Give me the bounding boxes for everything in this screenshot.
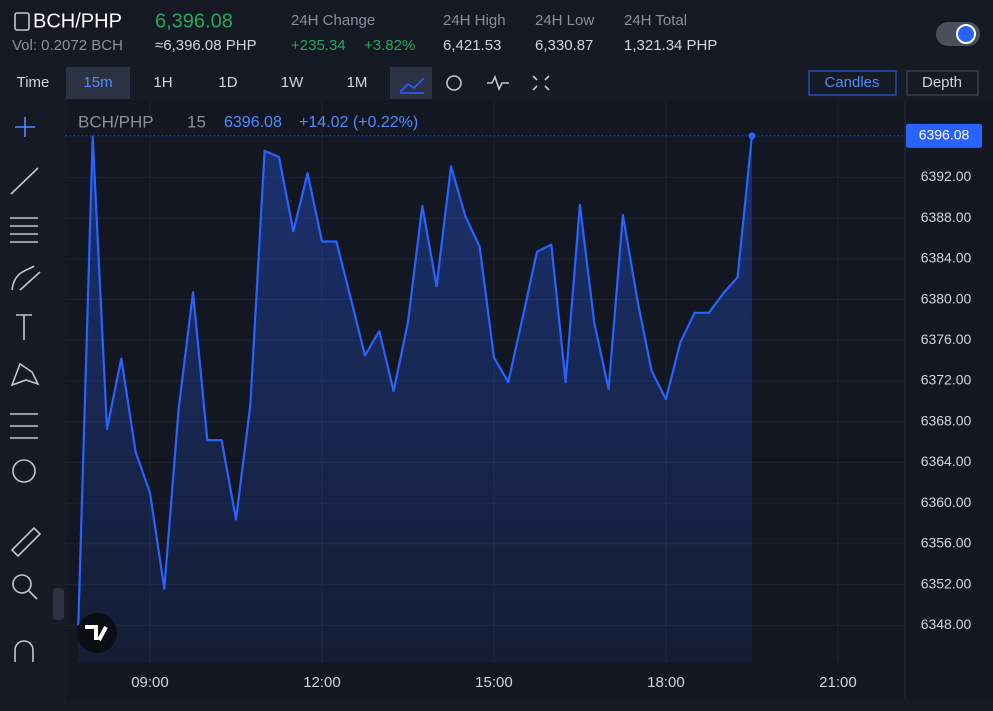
toggle-knob: [956, 24, 976, 44]
y-tick-label: 6384.00: [921, 250, 972, 266]
icon[interactable]: [446, 75, 462, 91]
x-tick-label: 15:00: [475, 674, 513, 691]
interval: 15m: [83, 74, 112, 91]
stat-label: 24H Change: [291, 12, 375, 29]
y-tick-label: 6348.00: [921, 616, 972, 632]
y-tick-label: 6356.00: [921, 535, 972, 551]
header-bar: [0, 0, 993, 64]
y-tick-label: 6352.00: [921, 575, 972, 591]
icon: [14, 12, 30, 31]
interval: 1H: [153, 74, 172, 91]
x-tick-label: 09:00: [131, 674, 169, 691]
stat-value: 6,421.53: [443, 37, 501, 54]
y-tick-label: 6392.00: [921, 168, 972, 184]
x-tick-label: 18:00: [647, 674, 685, 691]
volume: Vol: 0.2072 BCH: [12, 37, 123, 54]
stat-label: 24H Low: [535, 12, 594, 29]
interval: 1M: [347, 74, 368, 91]
x-tick-label: 12:00: [303, 674, 341, 691]
interval: Time: [17, 74, 50, 91]
y-tick-label: 6360.00: [921, 494, 972, 510]
drawing-tools[interactable]: [10, 117, 42, 662]
stat-value: +3.82%: [364, 37, 415, 54]
legend-change: +14.02 (+0.22%): [299, 114, 418, 131]
y-tick-label: 6364.00: [921, 453, 972, 469]
collapse-button[interactable]: [53, 588, 64, 620]
legend-interval: 15: [187, 112, 206, 131]
stat-label: 24H High: [443, 12, 506, 29]
y-tick-label: 6388.00: [921, 209, 972, 225]
legend-last: 6396.08: [224, 114, 282, 131]
symbol[interactable]: BCH/PHP: [33, 10, 122, 32]
y-tick-label: 6368.00: [921, 412, 972, 428]
stat-value: 1,321.34 PHP: [624, 37, 717, 54]
y-tick-label: 6372.00: [921, 372, 972, 388]
y-tick-label: 6376.00: [921, 331, 972, 347]
stat-value: +235.34: [291, 37, 346, 54]
view-label[interactable]: Depth: [922, 74, 962, 91]
view-button[interactable]: [906, 70, 979, 96]
selected-interval: [66, 67, 130, 99]
icon[interactable]: [399, 77, 425, 94]
view-label[interactable]: Candles: [824, 74, 879, 91]
last-price-box: [906, 123, 982, 148]
last-point: [748, 132, 756, 140]
x-axis-panel: [66, 662, 905, 700]
interval: 1D: [218, 74, 237, 91]
selected-tool: [390, 67, 432, 99]
y-tick-label: 6380.00: [921, 290, 972, 306]
approx-price: ≈6,396.08 PHP: [155, 37, 257, 54]
view-button[interactable]: [808, 70, 897, 96]
stat-value: 6,330.87: [535, 37, 593, 54]
icon[interactable]: [532, 75, 550, 91]
stat-label: 24H Total: [624, 12, 687, 29]
x-tick-label: 21:00: [819, 674, 857, 691]
interval: 1W: [281, 74, 304, 91]
legend-symbol: BCH/PHP: [78, 112, 154, 131]
price: 6,396.08: [155, 10, 233, 32]
series: [77, 132, 756, 662]
logo-mark: [85, 625, 108, 641]
area-fill: [78, 135, 752, 662]
icon[interactable]: [487, 74, 509, 92]
y-axis-panel: [905, 100, 993, 700]
price-line: [77, 135, 753, 626]
last-price-label: 6396.08: [919, 127, 970, 143]
